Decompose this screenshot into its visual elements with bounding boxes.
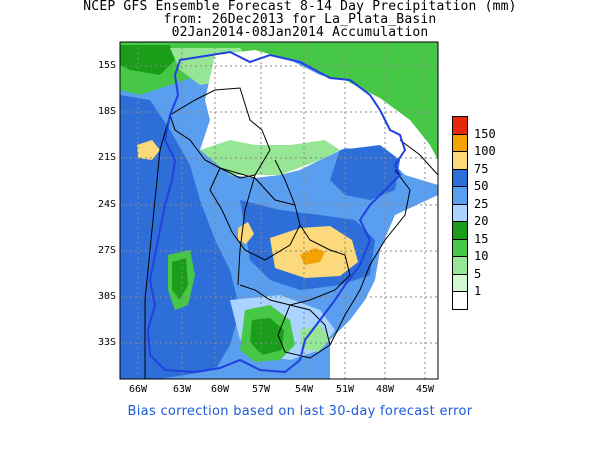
forecast-issue-date: from: 26Dec2013 for La_Plata_Basin xyxy=(163,12,437,27)
lon-label-60w: 60W xyxy=(210,384,230,395)
legend-swatch xyxy=(452,291,468,310)
lat-label-27s: 27S xyxy=(97,245,116,256)
lon-label-54w: 54W xyxy=(294,384,314,395)
legend-label: 50 xyxy=(474,179,489,193)
lat-label-33s: 33S xyxy=(97,337,116,348)
lat-label-30s: 30S xyxy=(97,291,116,302)
legend-swatch xyxy=(452,221,468,240)
precip-fields xyxy=(120,42,438,379)
legend-swatch xyxy=(452,151,468,170)
country-borders xyxy=(144,87,439,379)
precip-50-75-east xyxy=(330,145,400,200)
accumulation-period: 02Jan2014-08Jan2014 Accumulation xyxy=(171,25,429,40)
legend-swatch xyxy=(452,203,468,222)
border-river xyxy=(274,159,296,206)
legend-label: 100 xyxy=(474,144,496,158)
lon-label-63w: 63W xyxy=(172,384,192,395)
border-argentina-brazil xyxy=(239,224,351,306)
precip-dark-green-west xyxy=(172,258,188,300)
border-inner-1 xyxy=(237,174,256,286)
legend-swatch xyxy=(452,116,468,135)
lat-label-21s: 21S xyxy=(97,152,116,163)
border-paraguay xyxy=(209,167,301,261)
legend-label: 15 xyxy=(474,231,489,246)
precip-50-75-west xyxy=(120,95,240,379)
precip-dark-green-south xyxy=(250,318,284,355)
border-argentina-west xyxy=(144,114,171,379)
basin-outline xyxy=(146,50,407,374)
precip-75-100-nw xyxy=(137,140,160,160)
precip-75-100-west xyxy=(238,222,254,244)
chart-title: NCEP GFS Ensemble Forecast 8-14 Day Prec… xyxy=(83,0,517,14)
legend-swatch xyxy=(452,168,468,187)
legend-label: 20 xyxy=(474,214,489,228)
border-bolivia xyxy=(169,87,271,179)
precip-light-green-se xyxy=(300,325,330,352)
precip-100-150-core xyxy=(300,248,325,265)
lon-label-57w: 57W xyxy=(251,384,271,395)
lon-label-66w: 66W xyxy=(128,384,148,395)
legend-swatch xyxy=(452,238,468,257)
legend-swatch xyxy=(452,133,468,152)
lat-label-24s: 24S xyxy=(97,199,116,210)
lat-label-15s: 15S xyxy=(97,60,116,71)
legend-swatch xyxy=(452,273,468,292)
lat-label-18s: 18S xyxy=(97,106,116,117)
map-frame xyxy=(119,41,439,380)
border-coast-north xyxy=(399,139,439,176)
legend-label: 150 xyxy=(474,126,496,141)
precip-dry-east xyxy=(330,195,438,379)
lat-lon-grid xyxy=(120,42,438,379)
precip-dark-green-north xyxy=(120,45,175,75)
legend-swatch xyxy=(452,186,468,205)
lon-label-48w: 48W xyxy=(375,384,395,395)
lon-label-45w: 45W xyxy=(415,384,435,395)
lon-label-51w: 51W xyxy=(335,384,355,395)
legend-label: 1 xyxy=(474,284,482,298)
border-coast xyxy=(329,169,411,346)
legend-label: 25 xyxy=(474,196,489,211)
legend-label: 5 xyxy=(474,266,482,281)
bias-correction-note: Bias correction based on last 30-day for… xyxy=(127,404,473,419)
legend-label: 10 xyxy=(474,249,489,263)
legend-label: 75 xyxy=(474,161,489,176)
legend-swatch xyxy=(452,256,468,275)
border-uruguay xyxy=(277,304,331,359)
